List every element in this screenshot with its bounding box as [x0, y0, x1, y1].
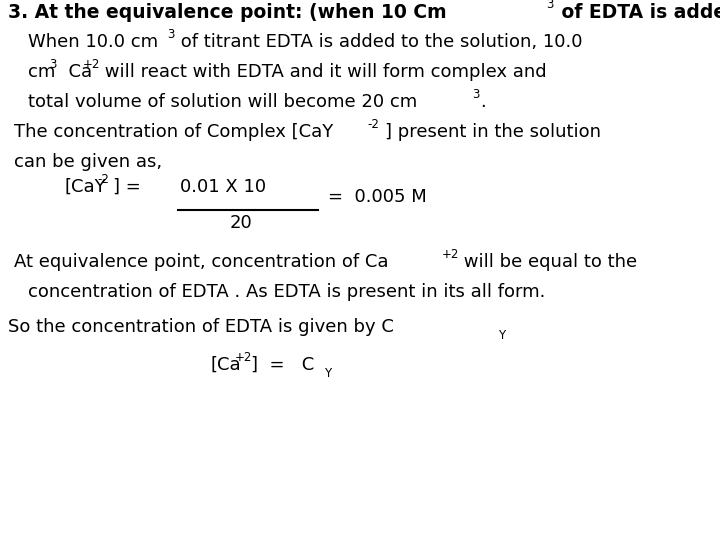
Text: 0.01 X 10: 0.01 X 10 [180, 178, 266, 196]
Text: 3: 3 [472, 88, 480, 101]
Text: -2: -2 [97, 173, 109, 186]
Text: can be given as,: can be given as, [14, 153, 162, 171]
Text: 3: 3 [49, 58, 56, 71]
Text: =  0.005 M: = 0.005 M [328, 188, 427, 206]
Text: total volume of solution will become 20 cm: total volume of solution will become 20 … [28, 93, 418, 111]
Text: of EDTA is added): of EDTA is added) [555, 3, 720, 22]
Text: +2: +2 [83, 58, 100, 71]
Text: 20: 20 [230, 214, 253, 232]
Text: At equivalence point, concentration of Ca: At equivalence point, concentration of C… [14, 253, 389, 271]
Text: ] present in the solution: ] present in the solution [385, 123, 601, 141]
Text: concentration of EDTA . As EDTA is present in its all form.: concentration of EDTA . As EDTA is prese… [28, 283, 545, 301]
Text: will be equal to the: will be equal to the [458, 253, 637, 271]
Text: The concentration of Complex [CaY: The concentration of Complex [CaY [14, 123, 333, 141]
Text: Y: Y [324, 367, 331, 380]
Text: -2: -2 [367, 118, 379, 131]
Text: .: . [480, 93, 486, 111]
Text: ]  =   C: ] = C [251, 356, 314, 374]
Text: of titrant EDTA is added to the solution, 10.0: of titrant EDTA is added to the solution… [175, 33, 582, 51]
Text: So the concentration of EDTA is given by C: So the concentration of EDTA is given by… [8, 318, 394, 336]
Text: 3: 3 [167, 28, 174, 41]
Text: ] =: ] = [113, 178, 140, 196]
Text: When 10.0 cm: When 10.0 cm [28, 33, 158, 51]
Text: Ca: Ca [57, 63, 92, 81]
Text: [CaY: [CaY [65, 178, 107, 196]
Text: 3: 3 [546, 0, 554, 11]
Text: 3. At the equivalence point: (when 10 Cm: 3. At the equivalence point: (when 10 Cm [8, 3, 446, 22]
Text: [Ca: [Ca [210, 356, 240, 374]
Text: Y: Y [498, 329, 505, 342]
Text: cm: cm [28, 63, 55, 81]
Text: will react with EDTA and it will form complex and: will react with EDTA and it will form co… [99, 63, 546, 81]
Text: +2: +2 [442, 248, 459, 261]
Text: +2: +2 [235, 351, 253, 364]
